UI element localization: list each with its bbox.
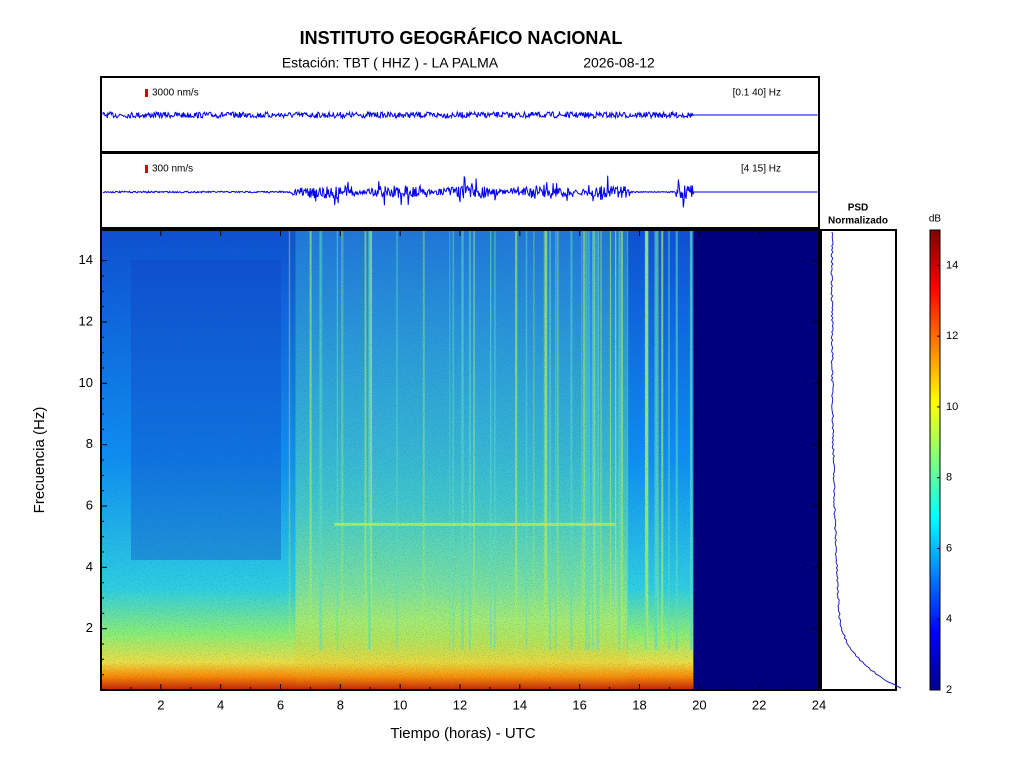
colorbar-label: dB — [929, 214, 942, 225]
x-tick-label: 18 — [632, 697, 646, 712]
waveform-band: [0.1 40] Hz — [733, 88, 781, 99]
x-axis-label: Tiempo (horas) - UTC — [390, 725, 535, 742]
y-axis-label: Frecuencia (Hz) — [31, 407, 48, 514]
waveform-scale: 300 nm/s — [152, 164, 193, 175]
colorbar-tick-label: 10 — [946, 401, 958, 413]
psd-title: Normalizado — [828, 216, 888, 227]
psd-frame — [820, 229, 897, 691]
waveform-scale: 3000 nm/s — [152, 88, 199, 99]
y-tick-label: 8 — [86, 436, 93, 451]
psd-title: PSD — [848, 203, 869, 214]
y-tick-label: 6 — [86, 497, 93, 512]
x-tick-label: 2 — [157, 697, 164, 712]
x-tick-label: 22 — [752, 697, 766, 712]
waveform — [102, 175, 818, 208]
colorbar — [929, 229, 941, 691]
colorbar-tick-label: 8 — [946, 472, 952, 484]
spectrogram-empty — [693, 230, 819, 690]
waveform-frame — [100, 152, 820, 229]
subtitle: Estación: TBT ( HHZ ) - LA PALMA — [282, 55, 499, 71]
y-tick-label: 14 — [79, 252, 93, 267]
spectrogram-noise — [101, 230, 694, 690]
scale-bar — [145, 89, 148, 97]
scale-bar — [145, 165, 148, 173]
x-tick-label: 6 — [277, 697, 284, 712]
y-tick-label: 4 — [86, 559, 93, 574]
x-tick-label: 20 — [692, 697, 706, 712]
x-tick-label: 12 — [453, 697, 467, 712]
colorbar-tick-label: 14 — [946, 259, 958, 271]
x-tick-label: 16 — [572, 697, 586, 712]
y-tick-label: 12 — [79, 313, 93, 328]
x-tick-label: 10 — [393, 697, 407, 712]
waveform-band: [4 15] Hz — [741, 164, 781, 175]
colorbar-tick-label: 6 — [946, 542, 952, 554]
waveform — [102, 110, 818, 120]
psd-curve — [830, 231, 902, 689]
title: INSTITUTO GEOGRÁFICO NACIONAL — [300, 27, 623, 48]
date: 2026-08-12 — [583, 55, 655, 71]
x-tick-label: 24 — [812, 697, 826, 712]
colorbar-tick-label: 12 — [946, 330, 958, 342]
y-tick-label: 2 — [86, 620, 93, 635]
colorbar-tick-label: 2 — [946, 684, 952, 696]
y-tick-label: 10 — [79, 375, 93, 390]
x-tick-label: 4 — [217, 697, 224, 712]
x-tick-label: 14 — [513, 697, 527, 712]
colorbar-tick-label: 4 — [946, 613, 952, 625]
x-tick-label: 8 — [337, 697, 344, 712]
